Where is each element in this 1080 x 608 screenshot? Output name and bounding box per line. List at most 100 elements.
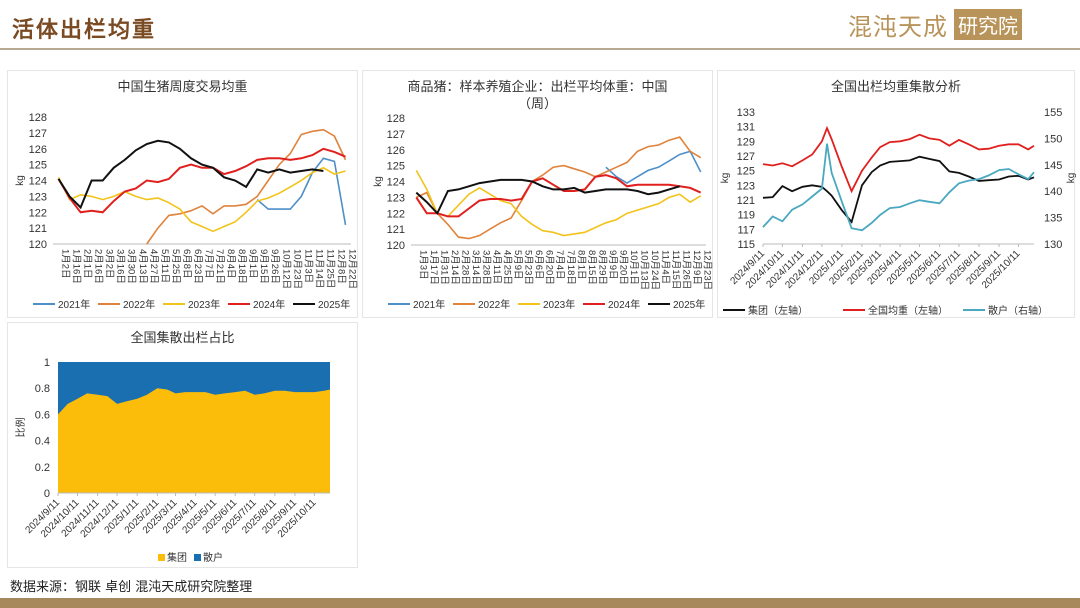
x-tick-label: 5月9日 <box>512 250 523 280</box>
chart-panel-share-area: 全国集散出栏占比 0 0.2 0.4 0.6 0.8 1 比例 2024/9/11 2024/1… <box>7 322 358 568</box>
legend-label: 2025年 <box>318 298 350 311</box>
y-tick-label: 123 <box>29 191 47 203</box>
legend-swatch <box>158 554 165 561</box>
series-line-2023年 <box>57 166 346 233</box>
y-tick-label: 155 <box>1044 107 1062 119</box>
series-line-2023年 <box>415 170 702 237</box>
x-tick-label: 4月13日 <box>137 249 148 284</box>
y-tick-label: 1 <box>44 357 50 369</box>
y-tick-label: 121 <box>737 195 755 207</box>
y-tick-label: 121 <box>387 224 405 236</box>
x-tick-label: 1月17日 <box>428 250 439 285</box>
y-tick-label: 115 <box>737 239 755 251</box>
x-tick-label: 9月20日 <box>617 250 628 285</box>
y-tick-label: 140 <box>1044 186 1062 198</box>
y-tick-label: 126 <box>387 145 405 157</box>
y-tick-label: 125 <box>737 166 755 178</box>
x-tick-label: 12月9日 <box>691 250 702 285</box>
page-title: 活体出栏均重 <box>12 17 157 43</box>
x-tick-label: 11月26日 <box>681 250 692 289</box>
series-area-group <box>58 388 330 493</box>
footer-bar <box>0 598 1080 608</box>
x-tick-label: 10月24日 <box>649 250 660 290</box>
chart-panel-sample-enterprise-weight: 商品猪：样本养殖企业：出栏平均体重：中国 （周） 120 121 122 123 124… <box>362 70 713 318</box>
chart-svg: 120 121 122 123 124 125 126 127 128 kg 1月3日 1月17日 1月… <box>373 113 713 311</box>
x-tick-label: 8月18日 <box>236 249 247 284</box>
x-tick-label: 5月23日 <box>523 250 534 285</box>
legend-label: 集团（左轴） <box>748 304 808 317</box>
y-tick-label: 133 <box>737 107 755 119</box>
x-tick-label: 11月4日 <box>660 250 671 284</box>
y-tick-label: 121 <box>29 223 47 235</box>
x-tick-label: 4月11日 <box>491 250 502 284</box>
y-tick-label: 125 <box>29 160 47 172</box>
chart-subtitle: （周） <box>517 97 557 112</box>
y-tick-label: 0.6 <box>35 409 50 421</box>
y-tick-label: 127 <box>737 151 755 163</box>
chart-svg: 00.20.40.60.81比例2024/9/112024/10/112024/… <box>14 357 330 564</box>
x-tick-label: 4月25日 <box>502 250 513 285</box>
y-tick-label: 120 <box>387 240 405 252</box>
y-tick-label: 122 <box>387 208 405 220</box>
legend-label: 2021年 <box>58 298 90 311</box>
x-tick-label: 7月7日 <box>203 249 214 279</box>
x-tick-label: 8月15日 <box>586 250 597 285</box>
x-tick-label: 12月22日 <box>346 249 357 289</box>
x-tick-label: 6月23日 <box>192 249 203 284</box>
y-tick-label: 126 <box>29 144 47 156</box>
series-line-2022年 <box>146 128 347 245</box>
y-axis-label: kg <box>373 176 384 187</box>
x-tick-label: 8月4日 <box>225 249 236 279</box>
y-tick-label: 124 <box>29 176 47 188</box>
x-tick-label: 11月15日 <box>670 250 681 289</box>
x-tick-label: 3月28日 <box>480 250 491 285</box>
x-tick-label: 10月13日 <box>639 250 650 290</box>
x-tick-label: 9月1日 <box>247 249 258 279</box>
x-tick-label: 11月3日 <box>302 249 313 283</box>
series-line-2025年 <box>415 178 680 216</box>
data-source-note: 数据来源：钢联 卓创 混沌天成研究院整理 <box>10 580 253 595</box>
x-tick-label: 2月28日 <box>459 250 470 285</box>
y-tick-label: 120 <box>29 239 47 251</box>
x-tick-label: 12月8日 <box>335 249 346 284</box>
legend-swatch <box>194 554 201 561</box>
x-tick-label: 1月2日 <box>60 249 71 279</box>
y-tick-label: 123 <box>737 180 755 192</box>
x-tick-label: 3月30日 <box>126 249 137 284</box>
y-tick-label: 145 <box>1044 160 1062 172</box>
x-tick-label: 12月23日 <box>702 250 713 290</box>
chart-title: 全国出栏均重集散分析 <box>830 80 961 95</box>
x-tick-label: 7月18日 <box>565 250 576 285</box>
y-axis-label: kg <box>1066 173 1076 184</box>
y-tick-label: 150 <box>1044 133 1062 145</box>
logo-text: 混沌天成 <box>848 12 948 41</box>
y-tick-label: 122 <box>29 207 47 219</box>
series-line-2025年 <box>57 139 324 210</box>
x-tick-label: 1月16日 <box>71 249 82 284</box>
y-tick-label: 129 <box>737 136 755 148</box>
x-tick-label: 1月3日 <box>417 250 428 280</box>
x-tick-label: 10月12日 <box>280 249 291 289</box>
x-tick-label: 2月14日 <box>449 250 460 285</box>
y-tick-label: 0.2 <box>35 462 50 474</box>
y-tick-label: 0.4 <box>35 436 50 448</box>
y-axis-label: 比例 <box>14 418 27 438</box>
legend-label: 全国均重（左轴） <box>868 304 948 317</box>
x-tick-label: 1月31日 <box>438 250 449 285</box>
series-line-0 <box>762 155 1035 224</box>
header-divider <box>0 48 1080 50</box>
series-line-2 <box>762 143 1035 232</box>
chart-panel-weekly-weight: 中国生猪周度交易均重 120 121 122 123 124 125 126 127 128 kg… <box>7 70 358 318</box>
y-tick-label: 135 <box>1044 213 1062 225</box>
x-tick-label: 6月8日 <box>181 249 192 279</box>
series-line-2021年 <box>256 157 347 226</box>
y-tick-label: 128 <box>29 112 47 124</box>
x-tick-label: 5月25日 <box>170 249 181 284</box>
x-tick-label: 9月26日 <box>269 249 280 284</box>
y-axis-label: kg <box>720 173 731 184</box>
legend-label: 散户（右轴） <box>988 304 1048 317</box>
chart-title: 全国集散出栏占比 <box>130 331 235 346</box>
series-line-2021年 <box>605 150 702 185</box>
legend-label: 2022年 <box>123 298 155 311</box>
